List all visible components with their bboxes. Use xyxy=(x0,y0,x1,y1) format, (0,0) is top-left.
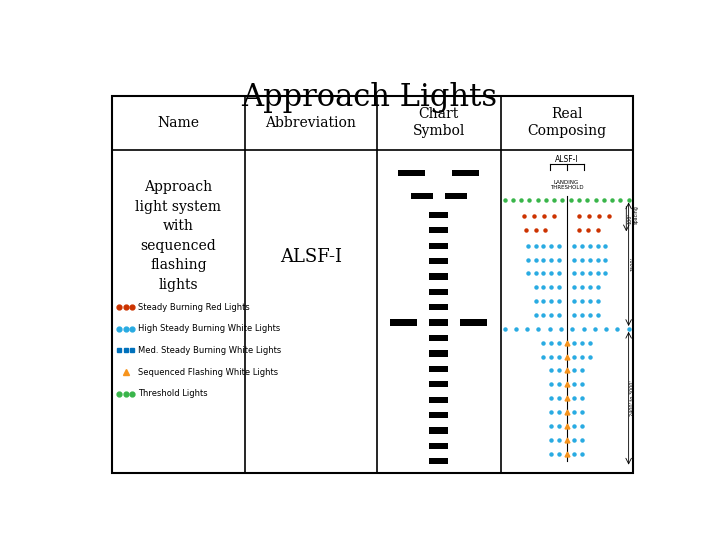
Bar xyxy=(429,258,448,264)
Text: 1500': 1500' xyxy=(630,257,635,271)
Bar xyxy=(429,397,448,403)
Bar xyxy=(429,319,448,326)
Bar xyxy=(429,381,448,387)
Bar xyxy=(429,428,448,434)
Bar xyxy=(429,227,448,233)
Text: Threshold Lights: Threshold Lights xyxy=(138,389,207,398)
Bar xyxy=(429,273,448,280)
Bar xyxy=(429,304,448,310)
Text: Abbreviation: Abbreviation xyxy=(266,116,356,130)
Bar xyxy=(452,170,480,176)
Bar xyxy=(429,335,448,341)
Text: Chart
Symbol: Chart Symbol xyxy=(413,107,465,138)
Bar xyxy=(429,242,448,249)
Bar xyxy=(429,458,448,464)
Text: High Steady Burning White Lights: High Steady Burning White Lights xyxy=(138,325,280,333)
Text: LANDING
THRESHOLD: LANDING THRESHOLD xyxy=(550,179,583,190)
Text: 100'
spacing: 100' spacing xyxy=(628,206,639,225)
Text: Name: Name xyxy=(158,116,199,130)
Text: Steady Burning Red Lights: Steady Burning Red Lights xyxy=(138,303,250,312)
Bar xyxy=(411,193,433,199)
Text: Sequenced Flashing White Lights: Sequenced Flashing White Lights xyxy=(138,368,278,376)
Bar xyxy=(429,443,448,449)
Text: Approach
light system
with
sequenced
flashing
lights: Approach light system with sequenced fla… xyxy=(135,180,221,292)
Text: Approach Lights: Approach Lights xyxy=(241,82,497,113)
Text: Med. Steady Burning White Lights: Med. Steady Burning White Lights xyxy=(138,346,282,355)
Bar xyxy=(429,350,448,356)
Text: Real
Composing: Real Composing xyxy=(527,107,606,138)
Text: 2400' to 3000': 2400' to 3000' xyxy=(630,380,635,416)
Text: ALSF-I: ALSF-I xyxy=(555,155,578,164)
Bar xyxy=(460,319,487,326)
Bar xyxy=(429,412,448,418)
Bar xyxy=(429,366,448,372)
Text: ALSF-I: ALSF-I xyxy=(280,248,342,266)
Bar xyxy=(429,289,448,295)
Bar xyxy=(429,212,448,218)
Bar xyxy=(390,319,418,326)
Bar xyxy=(398,170,426,176)
Bar xyxy=(445,193,467,199)
